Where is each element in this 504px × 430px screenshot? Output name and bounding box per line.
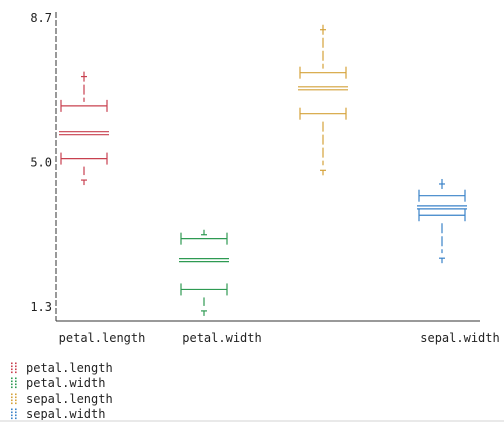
category-labels: petal.length petal.width sepal.width [59,331,500,345]
bottom-divider [0,420,504,422]
legend-swatch-dot [11,393,13,395]
y-tick-label: 5.0 [30,156,52,170]
box-sepal-width [417,178,467,264]
legend-swatch-dot [15,362,17,364]
legend-swatch-dot [15,383,17,386]
legend-swatch-dot [11,383,13,386]
legend-swatch-mark [11,408,17,420]
legend-item: petal.length [10,360,113,376]
legend-swatch-dot [11,362,13,364]
legend-swatch-dot [15,371,17,373]
legend-swatch-dot [11,411,13,414]
y-tick-label: 8.7 [30,11,52,25]
legend-item: petal.width [10,376,113,392]
legend-swatch-dot [15,393,17,395]
legend-swatch-dot [11,396,13,398]
legend-swatch-dot [15,402,17,404]
legend-swatch-dot [11,417,13,420]
legend-label: petal.width [26,376,106,391]
legend-swatch-mark [11,362,17,373]
legend-label: sepal.length [26,391,113,406]
legend-swatch-dot [11,377,13,380]
legend-item: sepal.width [10,407,113,423]
box-petal-length [59,71,109,186]
legend-swatch-sepal-length [10,393,18,405]
legend-swatch-dot [11,386,13,389]
legend-item: sepal.length [10,391,113,407]
legend-swatch-dot [15,399,17,401]
legend-swatch-dot [11,414,13,417]
legend-swatch-dot [11,380,13,383]
legend-swatch-mark [11,377,17,389]
legend-swatch-dot [15,365,17,367]
legend-swatch-dot [11,371,13,373]
box-sepal-length [298,24,348,176]
box-series-group [59,24,467,316]
y-axis: 1.3 5.0 8.7 [30,11,57,321]
legend-swatch-dot [11,408,13,411]
legend-swatch-dot [11,402,13,404]
legend-swatch-dot [15,377,17,380]
x-category-label: petal.width [182,331,261,345]
legend-swatch-dot [11,368,13,370]
legend-swatch-dot [11,399,13,401]
y-tick-label: 1.3 [30,300,52,314]
legend-swatch-dot [15,396,17,398]
legend-label: sepal.width [26,407,106,422]
legend-swatch-dot [15,408,17,411]
x-category-label: petal.length [59,331,146,345]
legend-swatch-sepal-width [10,408,18,420]
box-petal-width [179,229,229,316]
legend-swatch-dot [15,414,17,417]
legend: petal.length petal.width sepal.length se… [10,360,113,422]
legend-swatch-dot [11,365,13,367]
legend-swatch-dot [15,411,17,414]
x-category-label: sepal.width [420,331,499,345]
legend-swatch-petal-width [10,377,18,389]
legend-swatch-petal-length [10,362,18,374]
legend-swatch-mark [11,393,17,404]
legend-label: petal.length [26,360,113,375]
legend-swatch-dot [15,417,17,420]
legend-swatch-dot [15,368,17,370]
legend-swatch-dot [15,386,17,389]
legend-swatch-dot [15,380,17,383]
